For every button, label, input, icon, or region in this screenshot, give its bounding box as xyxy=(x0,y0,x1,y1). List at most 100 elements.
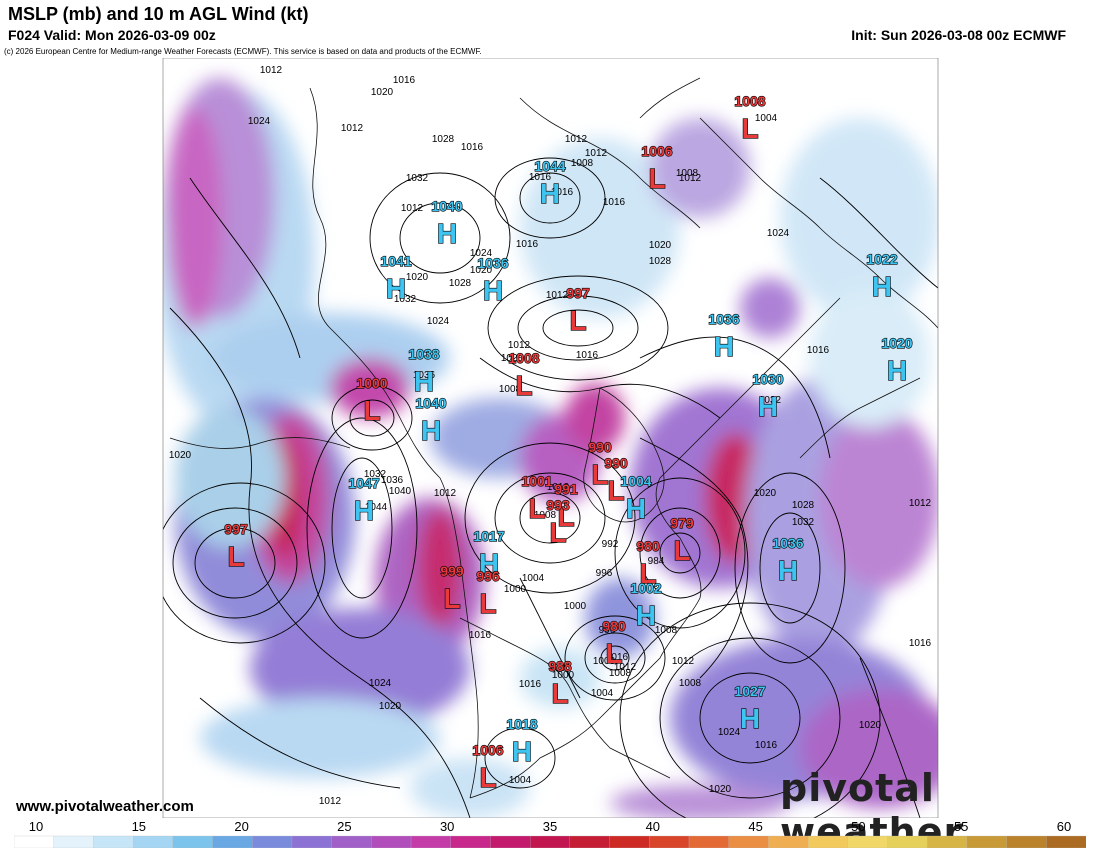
isobar-label: 992 xyxy=(602,539,619,550)
high-symbol: H xyxy=(479,548,499,579)
isobar-label: 1016 xyxy=(603,197,626,208)
high-center-9: 1020 H xyxy=(881,334,914,386)
low-symbol: L xyxy=(605,638,622,669)
isobar-label: 1008 xyxy=(571,158,594,169)
coastlines xyxy=(169,77,938,799)
high-symbol: H xyxy=(778,555,798,586)
high-symbol: H xyxy=(626,493,646,524)
low-symbol: L xyxy=(227,541,244,572)
wind-colorbar: 10 15 20 25 30 35 40 45 50 55 60 xyxy=(14,819,1086,848)
colorbar-tick: 10 xyxy=(29,819,43,834)
pressure-value: 1020 xyxy=(881,335,912,351)
colorbar-swatch xyxy=(927,835,968,848)
pressure-value: 1040 xyxy=(415,395,446,411)
isobar-label: 1028 xyxy=(501,353,524,364)
pressure-value: 1044 xyxy=(534,158,565,174)
low-symbol: L xyxy=(515,370,532,401)
pressure-value: 1041 xyxy=(380,253,411,269)
low-center-15: 990 L xyxy=(588,438,613,490)
colorbar-swatch xyxy=(172,835,214,848)
low-symbol: L xyxy=(639,558,656,589)
isobar-label: 1012 xyxy=(585,148,608,159)
pressure-value: 1036 xyxy=(708,311,739,327)
colorbar-tick: 25 xyxy=(337,819,351,834)
high-symbol: H xyxy=(354,495,374,526)
pressure-value: 999 xyxy=(440,563,464,579)
pressure-value: 1030 xyxy=(752,371,783,387)
isobar-label: 1016 xyxy=(516,239,539,250)
high-center-20: 1004 H xyxy=(620,472,653,524)
isobar-label: 1024 xyxy=(427,316,450,327)
low-center-17: 1001 L xyxy=(521,472,554,524)
isobar-label: 1004 xyxy=(509,775,532,786)
isobar-label: 1008 xyxy=(655,625,678,636)
isobar-label: 1000 xyxy=(564,601,587,612)
valid-time: F024 Valid: Mon 2026-03-09 00z xyxy=(8,27,216,43)
isobar-label: 1016 xyxy=(393,75,416,86)
isobar-labels: 1012101610201024101210281032101610121008… xyxy=(169,65,932,807)
init-time: Init: Sun 2026-03-08 00z ECMWF xyxy=(851,27,1066,43)
colorbar-swatch xyxy=(490,835,531,848)
colorbar-swatches xyxy=(14,835,1086,848)
isobar-label: 1012 xyxy=(319,796,342,807)
isobar-label: 1012 xyxy=(434,488,457,499)
low-center-16: 990 L xyxy=(604,454,629,506)
isobar-label: 1008 xyxy=(679,678,702,689)
low-symbol: L xyxy=(648,163,665,194)
pressure-value: 988 xyxy=(548,658,572,674)
colorbar-tick: 45 xyxy=(748,819,762,834)
pressure-value: 990 xyxy=(604,455,628,471)
isobar-label: 984 xyxy=(648,556,665,567)
pressure-value: 1018 xyxy=(506,716,537,732)
high-center-4: 1041 H xyxy=(380,252,413,304)
high-symbol: H xyxy=(636,600,656,631)
isobar-label: 1012 xyxy=(614,662,637,673)
isobar-label: 1008 xyxy=(676,168,699,179)
colorbar-tick: 60 xyxy=(1057,819,1071,834)
colorbar-tick: 30 xyxy=(440,819,454,834)
low-center-22: 997 L xyxy=(224,520,249,572)
colorbar-swatch xyxy=(887,835,928,848)
high-center-2: 1044 H xyxy=(534,157,567,209)
copyright-notice: (c) 2026 European Centre for Medium-rang… xyxy=(4,47,482,56)
isobar-label: 1028 xyxy=(432,134,455,145)
pressure-value: 1038 xyxy=(408,346,439,362)
low-symbol: L xyxy=(479,762,496,793)
isobar-label: 1016 xyxy=(469,630,492,641)
colorbar-tick: 40 xyxy=(646,819,660,834)
colorbar-swatch xyxy=(728,835,770,848)
colorbar-tick: 50 xyxy=(851,819,865,834)
low-center-25: 980 L xyxy=(636,537,661,589)
pressure-value: 991 xyxy=(554,481,578,497)
isobar-label: 1016 xyxy=(576,350,599,361)
high-symbol: H xyxy=(540,178,560,209)
pressure-value: 990 xyxy=(588,439,612,455)
colorbar-swatch xyxy=(93,835,134,848)
colorbar-tick: 20 xyxy=(234,819,248,834)
high-symbol: H xyxy=(483,275,503,306)
colorbar-swatch xyxy=(569,835,611,848)
pressure-value: 1027 xyxy=(734,683,765,699)
isobar-label: 1008 xyxy=(534,510,557,521)
isobar-label: 1000 xyxy=(552,670,575,681)
isobars xyxy=(163,157,938,818)
high-symbol: H xyxy=(512,736,532,767)
colorbar-swatch xyxy=(14,835,55,848)
isobar-label: 1044 xyxy=(365,502,388,513)
isobar-label: 1020 xyxy=(371,87,394,98)
pressure-value: 1004 xyxy=(620,473,651,489)
high-center-32: 1027 H xyxy=(734,682,767,734)
colorbar-tick: 35 xyxy=(543,819,557,834)
isobar-label: 1016 xyxy=(606,652,629,663)
high-center-26: 1036 H xyxy=(772,534,805,586)
high-symbol: H xyxy=(386,273,406,304)
colorbar-swatch xyxy=(1046,835,1086,848)
colorbar-swatch xyxy=(212,835,253,848)
low-symbol: L xyxy=(363,395,380,426)
isobar-label: 1016 xyxy=(807,345,830,356)
low-center-18: 991 L xyxy=(554,480,579,532)
isobar-label: 1016 xyxy=(519,679,542,690)
isobar-label: 1024 xyxy=(369,678,392,689)
isobar-label: 1036 xyxy=(413,370,436,381)
